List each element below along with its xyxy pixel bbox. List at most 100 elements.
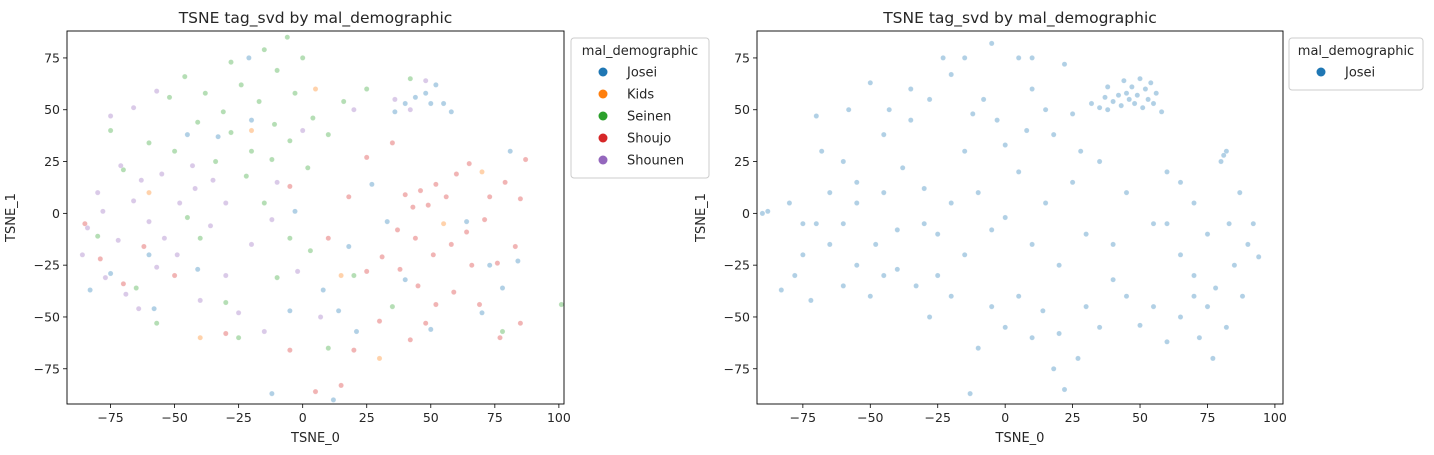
data-point-josei	[1121, 77, 1127, 84]
chart-right: TSNE tag_svd by mal_demographic −75 −50 −25…	[694, 9, 1424, 446]
data-point-josei	[961, 55, 968, 61]
data-point-josei	[246, 55, 252, 61]
legend-label-seinen: Seinen	[627, 110, 671, 125]
x-tick-label: −50	[161, 410, 187, 425]
data-point-josei	[961, 148, 968, 154]
data-point-josei	[1023, 127, 1030, 134]
data-point-kids	[338, 272, 344, 279]
data-point-kids	[146, 189, 152, 196]
data-point-josei	[881, 189, 887, 196]
data-point-seinen	[256, 98, 262, 105]
legend-marker-shoujo	[598, 133, 608, 143]
data-point-seinen	[261, 46, 268, 53]
data-point-josei	[1123, 293, 1130, 300]
y-tick-label: −50	[34, 309, 60, 324]
y-tick-label: 25	[44, 154, 60, 169]
data-point-josei	[948, 200, 955, 206]
data-point-kids	[440, 220, 447, 227]
x-tick-label: −25	[225, 410, 251, 425]
legend-marker-seinen	[598, 111, 608, 121]
data-point-shoujo	[450, 289, 457, 295]
data-point-shoujo	[494, 260, 501, 266]
data-point-seinen	[274, 274, 280, 281]
data-point-josei	[486, 262, 493, 269]
data-point-josei	[894, 227, 901, 233]
data-point-josei	[422, 90, 429, 96]
data-point-josei	[872, 241, 879, 248]
data-point-josei	[1153, 90, 1159, 96]
data-point-josei	[345, 243, 352, 250]
data-point-josei	[412, 94, 419, 101]
data-point-josei	[1002, 142, 1009, 148]
data-point-josei	[792, 272, 798, 279]
data-point-seinen	[133, 285, 139, 291]
data-point-josei	[335, 307, 342, 314]
data-point-shoujo	[389, 140, 396, 146]
data-point-josei	[194, 266, 201, 273]
data-point-josei	[1015, 169, 1022, 175]
data-point-shounen	[222, 272, 229, 279]
data-point-josei	[1220, 152, 1227, 159]
data-point-seinen	[107, 127, 114, 134]
data-point-seinen	[325, 131, 332, 138]
scatter-points	[759, 40, 1262, 397]
data-point-shoujo	[415, 283, 421, 289]
data-point-josei	[1083, 231, 1089, 237]
data-point-shoujo	[517, 195, 524, 202]
data-point-seinen	[202, 90, 209, 96]
data-point-josei	[967, 390, 973, 397]
data-point-josei	[800, 220, 806, 227]
data-point-josei	[1218, 158, 1224, 165]
data-point-shoujo	[120, 280, 127, 287]
data-point-shoujo	[466, 160, 473, 167]
data-point-shounen	[197, 297, 203, 304]
data-point-shoujo	[394, 227, 401, 233]
x-tick-label: 75	[487, 410, 503, 425]
y-tick-label: 0	[742, 206, 750, 221]
data-point-shoujo	[453, 171, 460, 177]
data-point-josei	[369, 181, 375, 188]
data-point-josei	[1139, 104, 1146, 111]
data-point-josei	[800, 251, 806, 258]
y-axis-label: TSNE_1	[4, 193, 19, 243]
data-point-shounen	[135, 305, 142, 312]
data-point-josei	[1083, 303, 1089, 310]
data-point-shounen	[118, 162, 124, 169]
x-tick-label: −25	[925, 410, 951, 425]
legend-marker-kids	[598, 89, 608, 99]
data-point-josei	[1191, 272, 1197, 279]
data-point-josei	[1029, 55, 1035, 61]
data-point-josei	[479, 309, 485, 316]
data-point-josei	[975, 189, 982, 196]
data-point-shounen	[235, 309, 242, 316]
data-point-shoujo	[410, 204, 416, 210]
data-point-josei	[402, 276, 409, 283]
data-point-josei	[1150, 220, 1157, 227]
data-point-shounen	[115, 237, 121, 244]
legend-label-kids: Kids	[627, 88, 654, 103]
chart-title: TSNE tag_svd by mal_demographic	[178, 9, 453, 28]
data-point-josei	[894, 266, 901, 273]
data-point-josei	[1164, 338, 1170, 345]
data-point-josei	[921, 220, 928, 227]
data-point-josei	[1223, 148, 1230, 154]
data-point-josei	[827, 241, 833, 248]
data-point-josei	[1177, 251, 1184, 258]
data-point-josei	[786, 200, 793, 206]
data-point-shounen	[79, 251, 86, 258]
data-point-shounen	[189, 162, 196, 169]
data-point-josei	[926, 96, 933, 103]
data-point-seinen	[212, 158, 219, 165]
data-point-josei	[1075, 355, 1081, 362]
x-tick-label: −75	[790, 410, 816, 425]
legend-marker-shounen	[598, 155, 608, 165]
data-point-josei	[1212, 285, 1219, 291]
data-point-josei	[899, 164, 906, 171]
data-point-josei	[994, 117, 1000, 123]
data-point-josei	[867, 293, 874, 300]
data-point-josei	[1042, 200, 1049, 206]
data-point-josei	[1196, 334, 1203, 341]
data-point-shounen	[100, 208, 106, 215]
data-point-seinen	[310, 115, 316, 121]
data-point-shounen	[158, 171, 165, 177]
